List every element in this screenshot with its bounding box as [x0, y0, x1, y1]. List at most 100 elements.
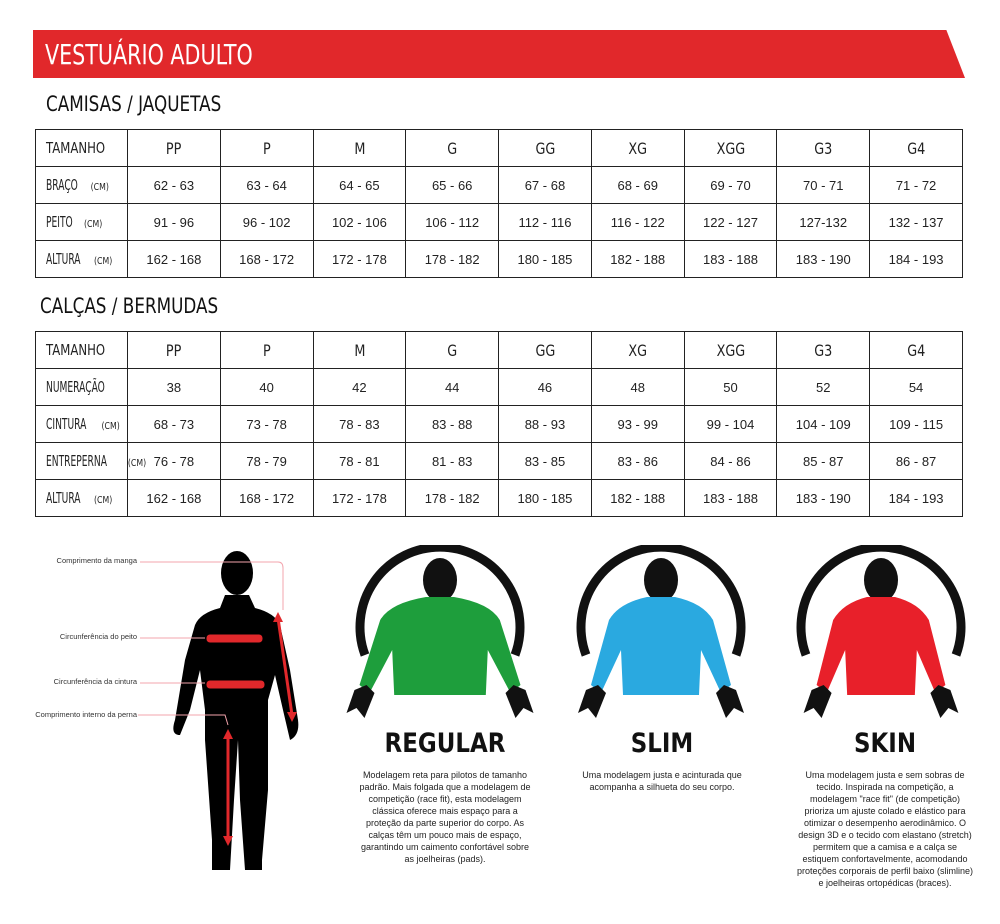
- header-text: XGG: [716, 340, 745, 360]
- header-text: XGG: [716, 138, 745, 158]
- table-cell: 48: [590, 368, 685, 406]
- fit-name: SLIM: [630, 728, 694, 759]
- table-cell: 83 - 88: [405, 405, 500, 443]
- table-cell: 68 - 69: [590, 166, 685, 204]
- table-cell: 182 - 188: [590, 479, 685, 517]
- row-label: ALTURA (CM): [35, 240, 128, 278]
- pants-size-table: TAMANHO PP P M G GG XG XGG G3 G4 NUMERAÇÃO 38 40 42 4…: [35, 331, 963, 517]
- table-cell: 68 - 73: [127, 405, 221, 443]
- table-cell: 182 - 188: [590, 240, 685, 278]
- header-text: M: [353, 340, 365, 360]
- header-row: TAMANHO PP P M G GG XG XGG G3 G4: [35, 129, 963, 167]
- table-cell: 78 - 83: [312, 405, 407, 443]
- table-cell: 81 - 83: [405, 442, 500, 480]
- table-cell: 162 - 168: [127, 479, 221, 517]
- row-label: NUMERAÇÃO: [35, 368, 128, 406]
- fit-regular-figure: [346, 545, 534, 718]
- table-row: CINTURA (CM) 68 - 73 73 - 78 78 - 83 83 - 88…: [35, 405, 963, 443]
- table-cell: 122 - 127: [683, 203, 778, 241]
- header-text: PP: [166, 138, 182, 158]
- size-header: PP: [127, 331, 221, 369]
- page-title: VESTUÁRIO ADULTO: [45, 38, 253, 71]
- header-text: G3: [814, 340, 833, 360]
- table-cell: 183 - 188: [683, 479, 778, 517]
- table-row: PEITO (CM) 91 - 96 96 - 102 102 - 106 106 - …: [35, 203, 963, 241]
- table-cell: 184 - 193: [869, 479, 963, 517]
- table-cell: 183 - 190: [776, 240, 871, 278]
- table-cell: 180 - 185: [498, 240, 592, 278]
- row-unit: (CM): [101, 421, 120, 432]
- table-cell: 93 - 99: [590, 405, 685, 443]
- chest-label: Circunferência do peito: [59, 632, 137, 641]
- inseam-label: Comprimento interno da perna: [35, 710, 137, 719]
- table-cell: 178 - 182: [405, 479, 500, 517]
- row-label-text: CINTURA: [46, 415, 87, 433]
- hands: [803, 685, 959, 718]
- header-text: G4: [907, 340, 926, 360]
- header-text: G3: [814, 138, 833, 158]
- table-cell: 132 - 137: [869, 203, 963, 241]
- hands: [578, 685, 744, 718]
- fit-name: SKIN: [853, 728, 917, 759]
- table-cell: 71 - 72: [869, 166, 963, 204]
- table-cell: 42: [312, 368, 407, 406]
- table-cell: 88 - 93: [498, 405, 592, 443]
- table-cell: 46: [498, 368, 592, 406]
- table-cell: 63 - 64: [219, 166, 314, 204]
- fit-regular: REGULAR Modelagem reta para pilotos de t…: [345, 728, 545, 865]
- table-cell: 84 - 86: [683, 442, 778, 480]
- table-row: NUMERAÇÃO 38 40 42 44 46 48 50 52 54: [35, 368, 963, 406]
- table-cell: 168 - 172: [219, 479, 314, 517]
- table-cell: 99 - 104: [683, 405, 778, 443]
- table-cell: 183 - 188: [683, 240, 778, 278]
- size-header: GG: [498, 331, 592, 369]
- row-unit: (CM): [127, 458, 147, 469]
- fit-name: REGULAR: [384, 728, 506, 759]
- table-cell: 69 - 70: [683, 166, 778, 204]
- fit-description: Modelagem reta para pilotos de tamanho p…: [359, 770, 531, 864]
- fit-description: Uma modelagem justa e sem sobras de teci…: [796, 770, 974, 888]
- size-label-header: TAMANHO: [35, 331, 128, 369]
- size-header: G: [405, 129, 500, 167]
- header-text: TAMANHO: [46, 139, 106, 157]
- table-cell: 76 - 78: [127, 442, 221, 480]
- header-text: G: [447, 138, 458, 158]
- fit-illustrations: [346, 545, 966, 718]
- table-row: ENTREPERNA (CM) 76 - 78 78 - 79 78 - 81 81 -…: [35, 442, 963, 480]
- row-label-text: ALTURA: [46, 250, 81, 268]
- header-text: XG: [628, 138, 648, 158]
- table-cell: 85 - 87: [776, 442, 871, 480]
- row-label-text: ENTREPERNA: [46, 452, 107, 470]
- table-cell: 78 - 79: [219, 442, 314, 480]
- shirts-size-table: TAMANHO PP P M G GG XG XGG G3 G4 BRAÇO (CM) 62 - 63…: [35, 129, 963, 278]
- head: [644, 558, 678, 602]
- row-unit: (CM): [94, 256, 113, 267]
- table-cell: 168 - 172: [219, 240, 314, 278]
- header-text: M: [353, 138, 365, 158]
- table-cell: 96 - 102: [219, 203, 314, 241]
- size-header: PP: [127, 129, 221, 167]
- size-header: XG: [590, 129, 685, 167]
- size-header: GG: [498, 129, 592, 167]
- body-silhouette-diagram: [138, 551, 299, 870]
- arc-decoration: [796, 545, 966, 657]
- table-row: ALTURA (CM) 162 - 168 168 - 172 172 - 178 17…: [35, 240, 963, 278]
- row-label: PEITO (CM): [35, 203, 128, 241]
- row-label-text: BRAÇO: [46, 176, 78, 194]
- table-cell: 162 - 168: [127, 240, 221, 278]
- row-label: ENTREPERNA (CM): [35, 442, 146, 480]
- header-text: G: [447, 340, 458, 360]
- head: [864, 558, 898, 602]
- header-row: TAMANHO PP P M G GG XG XGG G3 G4: [35, 331, 963, 369]
- table-cell: 104 - 109: [776, 405, 871, 443]
- row-label: ALTURA (CM): [35, 479, 128, 517]
- size-header: P: [219, 331, 314, 369]
- row-label-text: PEITO: [46, 213, 73, 231]
- size-header: P: [219, 129, 314, 167]
- size-header: G4: [869, 129, 963, 167]
- size-header: M: [312, 129, 407, 167]
- size-header: M: [312, 331, 407, 369]
- size-label-header: TAMANHO: [35, 129, 128, 167]
- fit-skin-figure: [796, 545, 966, 718]
- table-cell: 102 - 106: [312, 203, 407, 241]
